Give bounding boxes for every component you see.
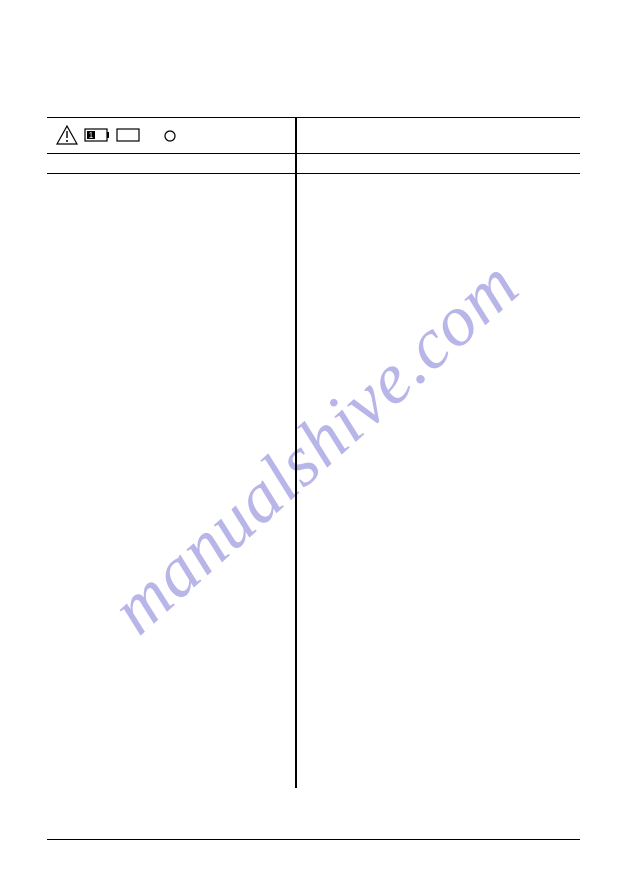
watermark-text: manualshive.com <box>95 243 535 651</box>
header-icon-bar: 1 <box>56 125 176 150</box>
circle-icon <box>164 129 176 147</box>
subheader-rule <box>47 173 580 174</box>
manual-page: manualshive.com 1 <box>0 0 629 893</box>
footer-rule <box>47 839 580 840</box>
column-divider <box>295 118 297 788</box>
header-bottom-rule <box>47 153 580 154</box>
warning-triangle-icon <box>56 125 78 150</box>
top-rule <box>47 117 580 118</box>
battery-outline-icon <box>116 127 142 148</box>
battery-icon: 1 <box>84 127 110 148</box>
battery-count: 1 <box>89 131 94 140</box>
